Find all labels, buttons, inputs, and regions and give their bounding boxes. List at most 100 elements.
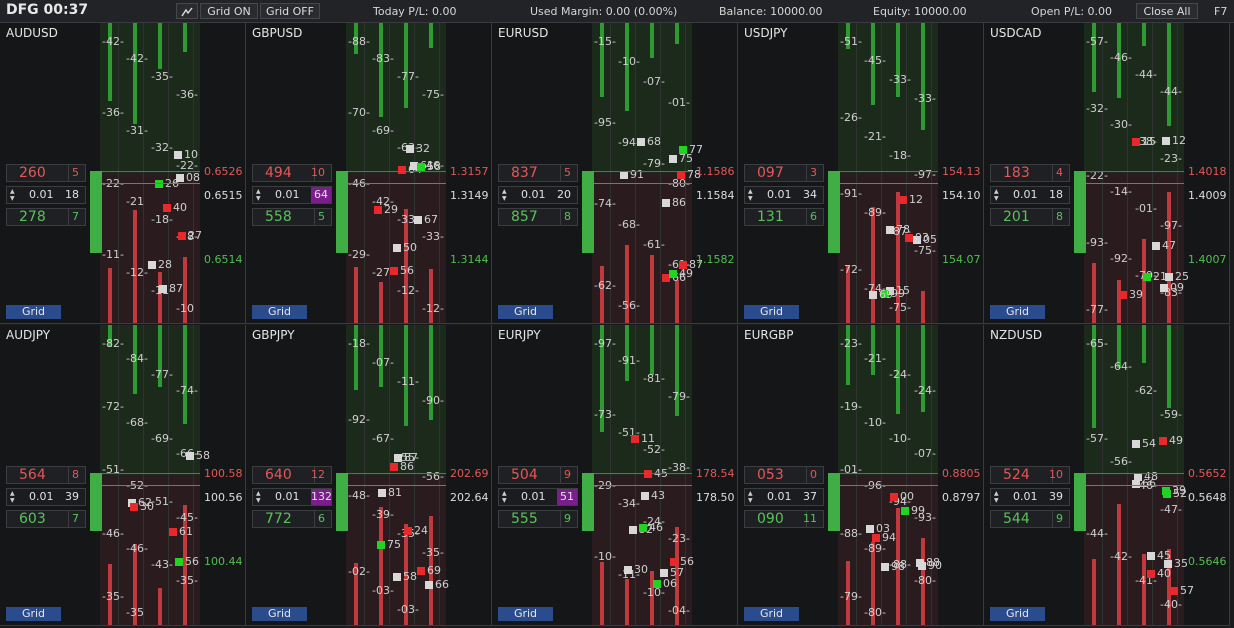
order-marker[interactable]	[410, 162, 418, 170]
order-marker[interactable]	[186, 452, 194, 460]
lot-size-stepper[interactable]: ▲ ▼ 0.01 18	[6, 186, 86, 204]
order-marker[interactable]	[901, 507, 909, 515]
lot-size-stepper[interactable]: ▲ ▼ 0.01 132	[252, 488, 332, 506]
order-marker[interactable]	[425, 581, 433, 589]
order-marker[interactable]	[1132, 480, 1140, 488]
grid-button[interactable]: Grid	[498, 305, 553, 319]
order-marker[interactable]	[669, 155, 677, 163]
sell-button[interactable]: 494 10	[252, 164, 332, 182]
order-marker[interactable]	[1164, 560, 1172, 568]
sell-button[interactable]: 524 10	[990, 466, 1070, 484]
order-marker[interactable]	[886, 226, 894, 234]
order-marker[interactable]	[1119, 291, 1127, 299]
order-marker[interactable]	[1152, 242, 1160, 250]
stepper-arrows-icon[interactable]: ▲ ▼	[994, 490, 999, 504]
order-marker[interactable]	[670, 558, 678, 566]
order-marker[interactable]	[1160, 284, 1168, 292]
order-marker[interactable]	[394, 454, 402, 462]
grid-off-button[interactable]: Grid OFF	[260, 3, 320, 19]
order-marker[interactable]	[1143, 273, 1151, 281]
order-marker[interactable]	[1132, 440, 1140, 448]
order-marker[interactable]	[1162, 487, 1170, 495]
lot-size-stepper[interactable]: ▲ ▼ 0.01 20	[498, 186, 578, 204]
grid-button[interactable]: Grid	[498, 607, 553, 621]
grid-button[interactable]: Grid	[990, 607, 1045, 621]
order-marker[interactable]	[1147, 570, 1155, 578]
order-marker[interactable]	[406, 145, 414, 153]
stepper-arrows-icon[interactable]: ▲ ▼	[994, 188, 999, 202]
grid-button[interactable]: Grid	[744, 305, 799, 319]
grid-on-button[interactable]: Grid ON	[200, 3, 258, 19]
order-marker[interactable]	[669, 270, 677, 278]
order-marker[interactable]	[890, 493, 898, 501]
order-marker[interactable]	[913, 236, 921, 244]
order-marker[interactable]	[393, 244, 401, 252]
order-marker[interactable]	[679, 146, 687, 154]
buy-button[interactable]: 131 6	[744, 208, 824, 226]
order-marker[interactable]	[639, 524, 647, 532]
order-marker[interactable]	[398, 166, 406, 174]
order-marker[interactable]	[881, 290, 889, 298]
order-marker[interactable]	[620, 171, 628, 179]
lot-size-stepper[interactable]: ▲ ▼ 0.01 39	[990, 488, 1070, 506]
buy-button[interactable]: 090 11	[744, 510, 824, 528]
order-marker[interactable]	[178, 232, 186, 240]
lot-size-stepper[interactable]: ▲ ▼ 0.01 39	[6, 488, 86, 506]
order-marker[interactable]	[155, 180, 163, 188]
order-marker[interactable]	[1165, 273, 1173, 281]
order-marker[interactable]	[905, 234, 913, 242]
order-marker[interactable]	[869, 291, 877, 299]
order-marker[interactable]	[644, 470, 652, 478]
order-marker[interactable]	[916, 559, 924, 567]
order-marker[interactable]	[629, 526, 637, 534]
grid-button[interactable]: Grid	[252, 305, 307, 319]
sell-button[interactable]: 183 4	[990, 164, 1070, 182]
order-marker[interactable]	[660, 569, 668, 577]
order-marker[interactable]	[169, 528, 177, 536]
lot-size-stepper[interactable]: ▲ ▼ 0.01 64	[252, 186, 332, 204]
stepper-arrows-icon[interactable]: ▲ ▼	[256, 490, 261, 504]
lot-size-stepper[interactable]: ▲ ▼ 0.01 18	[990, 186, 1070, 204]
order-marker[interactable]	[393, 573, 401, 581]
grid-button[interactable]: Grid	[252, 607, 307, 621]
stepper-arrows-icon[interactable]: ▲ ▼	[10, 188, 15, 202]
order-marker[interactable]	[653, 580, 661, 588]
sell-button[interactable]: 564 8	[6, 466, 86, 484]
stepper-arrows-icon[interactable]: ▲ ▼	[748, 490, 753, 504]
order-marker[interactable]	[641, 492, 649, 500]
lot-size-stepper[interactable]: ▲ ▼ 0.01 34	[744, 186, 824, 204]
order-marker[interactable]	[637, 138, 645, 146]
sell-button[interactable]: 053 0	[744, 466, 824, 484]
buy-button[interactable]: 201 8	[990, 208, 1070, 226]
order-marker[interactable]	[1134, 473, 1142, 481]
stepper-arrows-icon[interactable]: ▲ ▼	[502, 490, 507, 504]
order-marker[interactable]	[404, 527, 412, 535]
buy-button[interactable]: 544 9	[990, 510, 1070, 528]
order-marker[interactable]	[1170, 587, 1178, 595]
order-marker[interactable]	[662, 199, 670, 207]
order-marker[interactable]	[390, 463, 398, 471]
order-marker[interactable]	[881, 563, 889, 571]
order-marker[interactable]	[414, 216, 422, 224]
order-marker[interactable]	[417, 163, 425, 171]
sell-button[interactable]: 260 5	[6, 164, 86, 182]
order-marker[interactable]	[130, 503, 138, 511]
order-marker[interactable]	[374, 206, 382, 214]
order-marker[interactable]	[1132, 138, 1140, 146]
order-marker[interactable]	[872, 534, 880, 542]
order-marker[interactable]	[176, 174, 184, 182]
order-marker[interactable]	[624, 566, 632, 574]
lot-size-stepper[interactable]: ▲ ▼ 0.01 51	[498, 488, 578, 506]
order-marker[interactable]	[417, 567, 425, 575]
stepper-arrows-icon[interactable]: ▲ ▼	[10, 490, 15, 504]
buy-button[interactable]: 558 5	[252, 208, 332, 226]
order-marker[interactable]	[148, 261, 156, 269]
sell-button[interactable]: 640 12	[252, 466, 332, 484]
order-marker[interactable]	[377, 541, 385, 549]
buy-button[interactable]: 857 8	[498, 208, 578, 226]
order-marker[interactable]	[175, 558, 183, 566]
order-marker[interactable]	[174, 151, 182, 159]
order-marker[interactable]	[662, 274, 670, 282]
buy-button[interactable]: 278 7	[6, 208, 86, 226]
order-marker[interactable]	[899, 196, 907, 204]
